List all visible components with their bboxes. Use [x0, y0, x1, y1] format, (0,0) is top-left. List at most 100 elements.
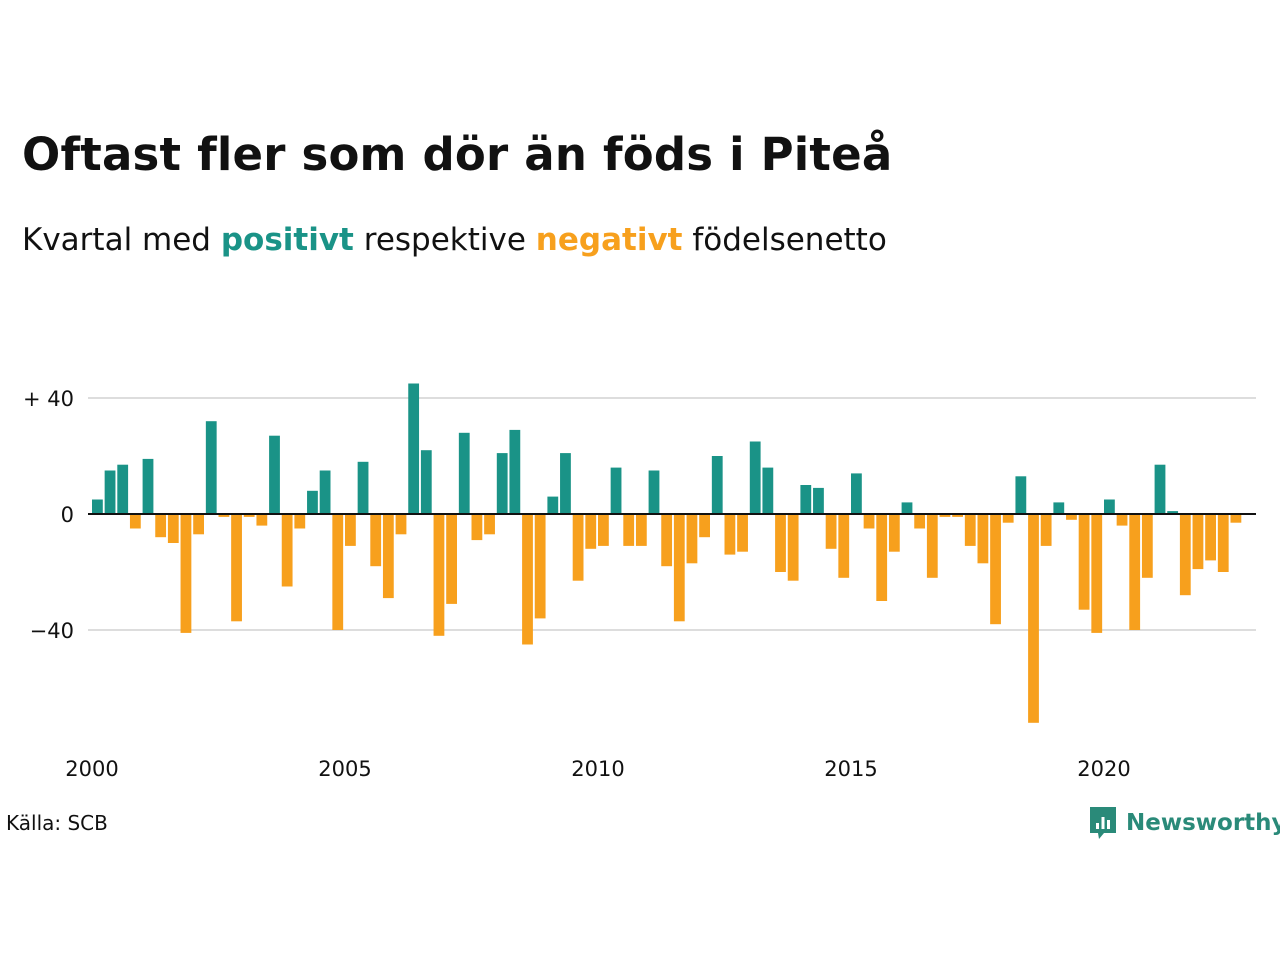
bar — [724, 514, 736, 555]
bar — [863, 514, 875, 529]
bar — [1167, 511, 1179, 514]
bar — [1053, 502, 1065, 514]
bar — [117, 464, 129, 514]
bar — [699, 514, 710, 538]
bar — [990, 514, 1001, 625]
bar — [1179, 514, 1191, 596]
subtitle-pre: Kvartal med — [22, 222, 211, 258]
bar — [977, 514, 989, 564]
bar — [269, 435, 280, 514]
bar — [1116, 514, 1128, 526]
bar — [382, 514, 394, 599]
bar — [370, 514, 382, 567]
bar — [964, 514, 976, 546]
bar — [547, 496, 559, 514]
bar — [104, 470, 116, 514]
bar — [1015, 476, 1027, 514]
bar — [357, 461, 369, 514]
bar — [1192, 514, 1204, 570]
bar — [1230, 514, 1242, 523]
chart-title: Oftast fler som dör än föds i Piteå — [22, 128, 893, 181]
bar — [319, 470, 331, 514]
subtitle-post: födelsenetto — [692, 222, 887, 258]
bar — [939, 514, 951, 517]
bar — [598, 514, 609, 546]
bar — [345, 514, 356, 546]
bar — [610, 467, 622, 514]
bar — [1217, 514, 1229, 572]
bar-chart: + 40 0 −40 2000 2005 2010 2015 2020 — [23, 383, 1256, 781]
x-tick-label: 2020 — [1077, 757, 1130, 781]
bar — [471, 514, 483, 541]
bar — [193, 514, 204, 535]
bar — [1078, 514, 1090, 610]
bar — [572, 514, 584, 581]
bar — [1040, 514, 1052, 546]
bar — [243, 514, 255, 517]
bar — [1028, 514, 1039, 723]
brand-name: Newsworthy — [1126, 810, 1280, 836]
bar — [585, 514, 597, 549]
bar — [901, 502, 913, 514]
bar — [914, 514, 926, 529]
bar — [534, 514, 546, 619]
bar — [673, 514, 685, 622]
bar — [711, 456, 723, 514]
bar — [167, 514, 179, 543]
bar — [281, 514, 293, 587]
subtitle-mid: respektive — [363, 222, 526, 258]
bar — [800, 485, 812, 514]
bar — [408, 383, 420, 514]
source-note: Källa: SCB — [6, 811, 108, 835]
bar — [307, 490, 318, 514]
bar — [484, 514, 495, 535]
bar — [1205, 514, 1216, 561]
bar — [775, 514, 786, 572]
bar — [129, 514, 141, 529]
x-tick-label: 2010 — [571, 757, 624, 781]
brand-logo: Newsworthy — [1088, 805, 1280, 841]
bar — [851, 473, 862, 514]
bar — [623, 514, 635, 546]
bar — [737, 514, 748, 552]
bar — [926, 514, 938, 578]
bar — [648, 470, 660, 514]
bar — [661, 514, 673, 567]
bar — [92, 499, 103, 514]
bar — [1104, 499, 1115, 514]
y-tick-label: 0 — [61, 503, 74, 527]
bar — [231, 514, 242, 622]
y-tick-label: + 40 — [23, 387, 74, 411]
bar — [876, 514, 888, 601]
bar — [787, 514, 799, 581]
bar — [749, 441, 761, 514]
bar — [1154, 464, 1166, 514]
bar — [180, 514, 192, 633]
bar — [686, 514, 698, 564]
bar — [1091, 514, 1103, 633]
chart-subtitle: Kvartal med positivt respektive negativt… — [22, 222, 887, 258]
bar — [952, 514, 963, 517]
x-tick-label: 2000 — [65, 757, 118, 781]
bar — [496, 453, 508, 514]
bar — [256, 514, 268, 526]
bar — [509, 429, 521, 514]
subtitle-negative: negativt — [535, 222, 683, 258]
bar — [838, 514, 850, 578]
bar — [522, 514, 533, 645]
newsworthy-logo-icon — [1090, 807, 1116, 839]
bar — [1066, 514, 1077, 520]
y-tick-label: −40 — [30, 619, 74, 643]
bar — [218, 514, 230, 517]
x-tick-label: 2005 — [318, 757, 371, 781]
bar — [458, 432, 470, 514]
bar — [420, 450, 432, 514]
x-tick-label: 2015 — [824, 757, 877, 781]
bar — [395, 514, 407, 535]
bar — [433, 514, 445, 636]
bar — [1129, 514, 1141, 630]
bar — [762, 467, 774, 514]
subtitle-positive: positivt — [220, 222, 354, 258]
bar — [142, 458, 154, 514]
bar — [294, 514, 306, 529]
